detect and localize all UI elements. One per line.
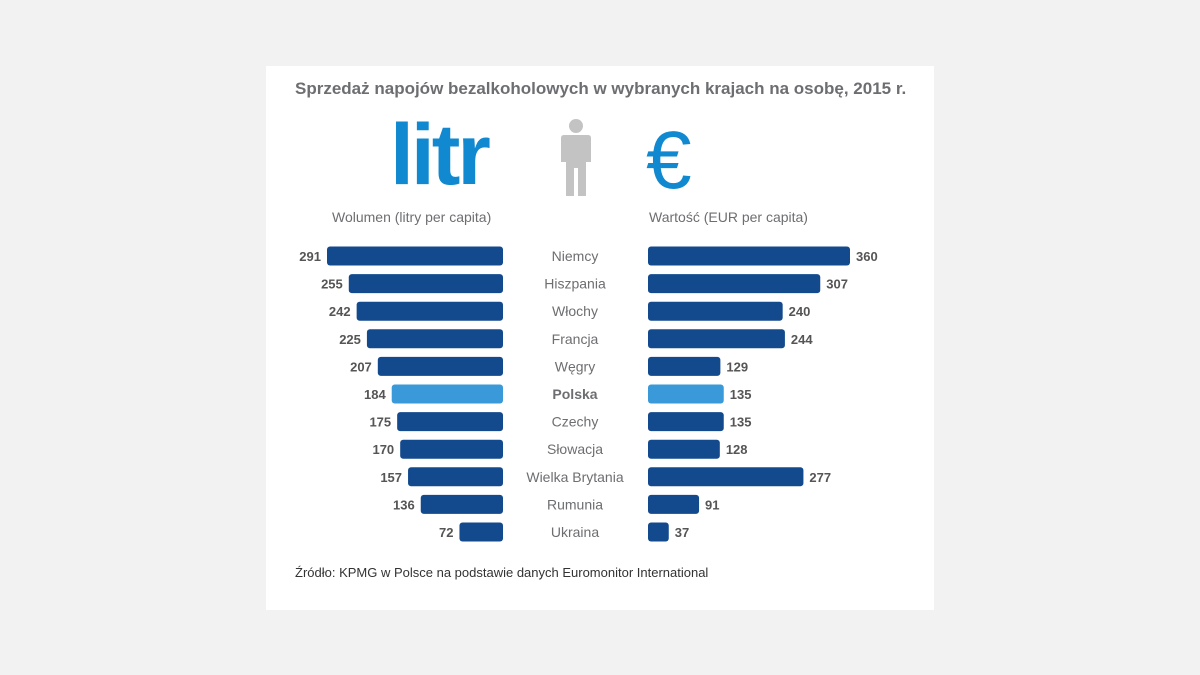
left-value-label-10: 72	[439, 525, 453, 540]
left-value-label-3: 225	[339, 332, 361, 347]
right-bar-3	[648, 329, 785, 349]
litr-heading: litr	[390, 107, 491, 203]
category-label-8: Wielka Brytania	[526, 469, 623, 485]
left-value-label-1: 255	[321, 277, 343, 292]
right-bar-0	[648, 246, 850, 266]
left-bar-9	[420, 494, 503, 514]
category-label-5: Polska	[552, 386, 597, 402]
left-bar-2	[356, 301, 503, 321]
left-value-label-2: 242	[329, 304, 351, 319]
right-bar-5	[648, 384, 724, 404]
right-value-label-6: 135	[730, 415, 752, 430]
left-bar-3	[366, 329, 503, 349]
right-value-label-8: 277	[809, 470, 831, 485]
left-bar-4	[377, 356, 503, 376]
left-bar-7	[400, 439, 503, 459]
left-bar-1	[348, 274, 503, 294]
left-value-label-8: 157	[380, 470, 402, 485]
left-bar-8	[408, 467, 503, 487]
chart-title: Sprzedaż napojów bezalkoholowych w wybra…	[295, 79, 907, 98]
right-value-label-10: 37	[675, 525, 689, 540]
right-value-label-0: 360	[856, 249, 878, 264]
category-label-10: Ukraina	[551, 524, 599, 540]
right-value-label-1: 307	[826, 277, 848, 292]
category-label-1: Hiszpania	[544, 276, 606, 292]
category-label-4: Węgry	[555, 358, 595, 374]
right-value-label-2: 240	[789, 304, 811, 319]
left-value-label-5: 184	[364, 387, 386, 402]
left-bar-6	[397, 412, 503, 432]
left-value-label-7: 170	[372, 442, 394, 457]
right-value-label-7: 128	[726, 442, 748, 457]
right-bar-2	[648, 301, 783, 321]
right-series-label: Wartość (EUR per capita)	[649, 209, 808, 225]
right-value-label-9: 91	[705, 497, 719, 512]
right-bar-8	[648, 467, 804, 487]
right-value-label-3: 244	[791, 332, 813, 347]
left-value-label-4: 207	[350, 359, 372, 374]
category-label-0: Niemcy	[552, 248, 599, 264]
source-note: Źródło: KPMG w Polsce na podstawie danyc…	[295, 565, 709, 580]
left-series-label: Wolumen (litry per capita)	[332, 209, 492, 225]
right-bar-9	[648, 494, 700, 514]
right-bar-4	[648, 356, 721, 376]
left-value-label-9: 136	[393, 497, 415, 512]
right-bar-10	[648, 522, 669, 542]
left-bar-0	[327, 246, 503, 266]
left-bar-5	[391, 384, 503, 404]
euro-heading: €	[646, 115, 692, 206]
right-value-label-5: 135	[730, 387, 752, 402]
category-label-3: Francja	[552, 331, 599, 347]
left-value-label-0: 291	[299, 249, 321, 264]
left-bar-10	[459, 522, 503, 542]
right-bar-7	[648, 439, 720, 459]
right-bar-1	[648, 274, 821, 294]
person-icon	[561, 119, 591, 196]
right-value-label-4: 129	[726, 359, 748, 374]
left-value-label-6: 175	[369, 415, 391, 430]
category-label-6: Czechy	[552, 414, 599, 430]
category-label-7: Słowacja	[547, 441, 603, 457]
category-label-2: Włochy	[552, 303, 598, 319]
right-bar-6	[648, 412, 724, 432]
category-label-9: Rumunia	[547, 496, 603, 512]
